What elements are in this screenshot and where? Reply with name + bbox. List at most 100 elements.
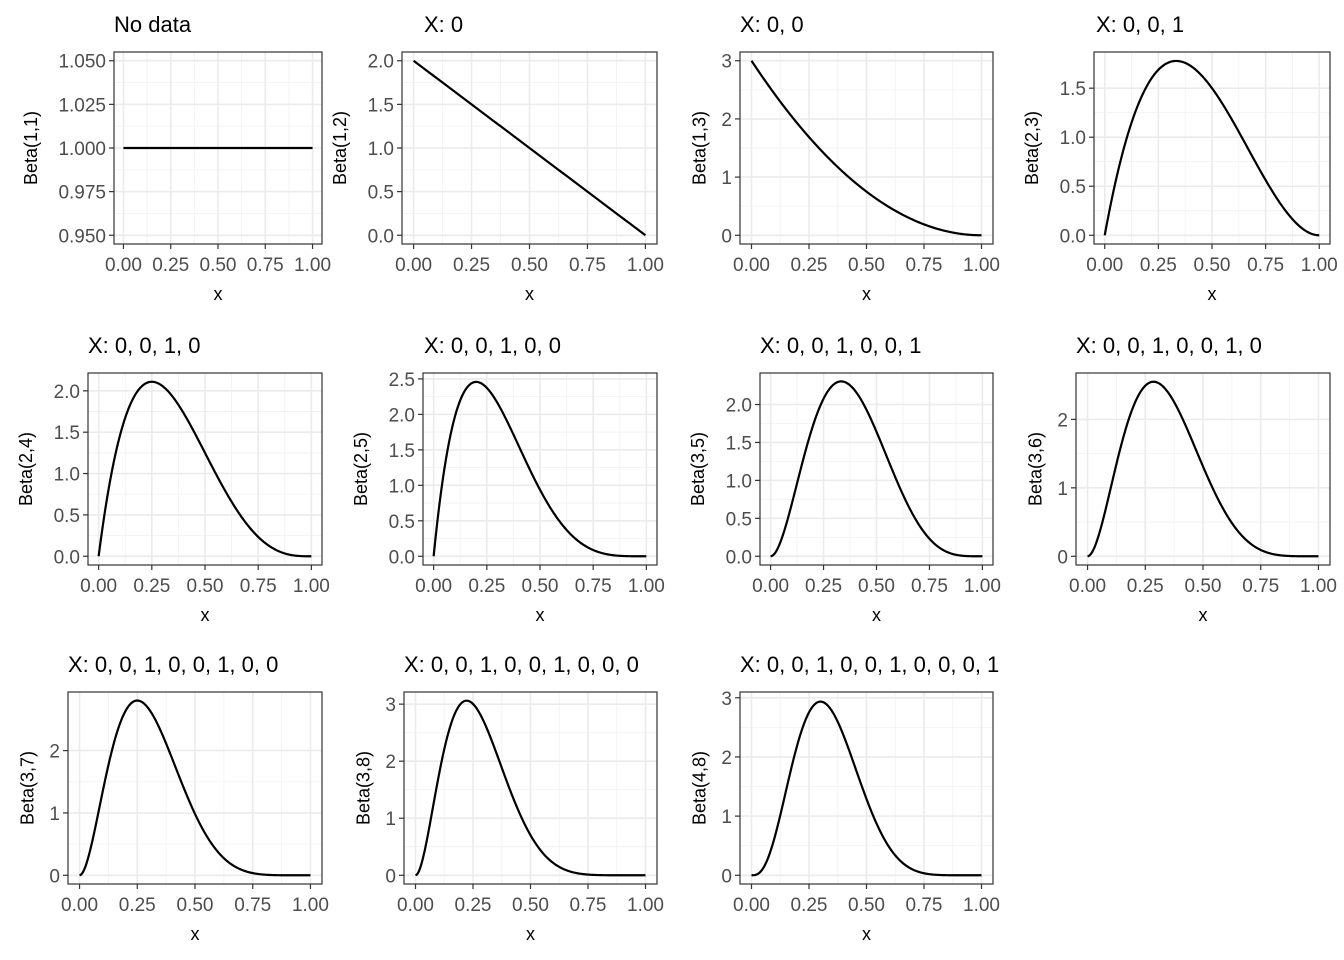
y-tick-label: 1.0	[389, 476, 415, 497]
x-tick-label: 0.50	[200, 255, 237, 276]
x-tick-label: 0.25	[1127, 576, 1164, 597]
y-tick-label: 1.5	[54, 423, 80, 444]
x-tick-label: 0.25	[455, 895, 492, 916]
x-tick-label: 0.00	[733, 255, 770, 276]
x-tick-label: 0.75	[234, 895, 271, 916]
y-tick-label: 1	[721, 807, 732, 828]
x-tick-label: 0.50	[1194, 255, 1231, 276]
beta-density-curve	[97, 380, 312, 558]
panel-title: X: 0, 0, 1	[1096, 12, 1184, 37]
y-tick-label: 0.975	[58, 183, 106, 204]
x-tick-label: 0.50	[187, 576, 224, 597]
x-tick-label: 0.75	[240, 576, 277, 597]
y-axis-title: Beta(2,4)	[16, 432, 36, 506]
y-tick-label: 0.5	[726, 509, 752, 530]
x-axis-title: x	[214, 284, 223, 304]
x-tick-label: 0.75	[911, 576, 948, 597]
panel-title: No data	[114, 12, 192, 37]
x-tick-label: 1.00	[294, 255, 331, 276]
x-tick-label: 0.50	[848, 255, 885, 276]
facet-panel: 0.00 0.25 0.50 0.75 1.00 0 1 2 3 x Beta(3,8) X: 0, …	[353, 652, 664, 944]
panel-title: X: 0	[424, 12, 463, 37]
x-tick-label: 0.25	[805, 576, 842, 597]
x-tick-label: 1.00	[292, 895, 329, 916]
x-axis-title: x	[862, 284, 871, 304]
y-axis-title: Beta(3,6)	[1025, 432, 1045, 506]
x-axis-title: x	[526, 924, 535, 944]
x-tick-label: 1.00	[627, 895, 664, 916]
x-tick-label: 0.50	[512, 895, 549, 916]
facet-panel: 0.00 0.25 0.50 0.75 1.00 0 1 2 x Beta(3,7) X: 0, 0…	[17, 652, 329, 944]
x-tick-label: 1.00	[963, 895, 1000, 916]
facet-panel: 0.00 0.25 0.50 0.75 1.00 0.0 0.5 1.0 1.5 2.0 2.5 x B…	[351, 333, 665, 625]
y-tick-label: 1.5	[726, 433, 752, 454]
x-axis-title: x	[1208, 284, 1217, 304]
panel-title: X: 0, 0, 1, 0, 0, 1, 0, 0, 0	[404, 652, 639, 677]
y-tick-label: 1.0	[1060, 128, 1086, 149]
x-tick-label: 1.00	[293, 576, 330, 597]
beta-density-curve	[751, 700, 982, 877]
x-tick-label: 1.00	[627, 255, 664, 276]
x-axis-title: x	[201, 605, 210, 625]
panel-title: X: 0, 0, 1, 0	[88, 333, 201, 358]
x-axis-title: x	[862, 924, 871, 944]
x-tick-label: 0.25	[133, 576, 170, 597]
y-tick-label: 1	[385, 809, 396, 830]
x-tick-label: 0.25	[119, 895, 156, 916]
facet-panel: 0.00 0.25 0.50 0.75 1.00 0.0 0.5 1.0 1.5 x Beta(2,…	[1022, 12, 1338, 304]
x-tick-label: 1.00	[1300, 576, 1337, 597]
y-tick-label: 0.0	[54, 547, 80, 568]
x-tick-label: 0.75	[906, 895, 943, 916]
facet-panel: 0.00 0.25 0.50 0.75 1.00 0.0 0.5 1.0 1.5 2.0 x Beta…	[330, 12, 664, 304]
y-tick-label: 0.5	[1060, 177, 1086, 198]
x-axis-title: x	[536, 605, 545, 625]
x-tick-label: 1.00	[1301, 255, 1338, 276]
x-tick-label: 0.25	[1140, 255, 1177, 276]
x-tick-label: 0.00	[105, 255, 142, 276]
y-tick-label: 1.5	[368, 95, 394, 116]
y-tick-label: 0.0	[368, 226, 394, 247]
y-tick-label: 2	[1057, 410, 1068, 431]
x-tick-label: 1.00	[963, 255, 1000, 276]
x-tick-label: 0.75	[569, 255, 606, 276]
x-tick-label: 0.50	[1185, 576, 1222, 597]
x-tick-label: 0.75	[1242, 576, 1279, 597]
beta-density-curve	[750, 60, 982, 237]
y-tick-label: 1.0	[726, 471, 752, 492]
y-tick-label: 0.950	[58, 226, 106, 247]
x-tick-label: 0.75	[575, 576, 612, 597]
x-tick-label: 0.50	[858, 576, 895, 597]
x-tick-label: 0.50	[522, 576, 559, 597]
x-tick-label: 0.00	[1086, 255, 1123, 276]
x-axis-title: x	[1199, 605, 1208, 625]
facet-panel: 0.00 0.25 0.50 0.75 1.00 0 1 2 3 x Beta(4,8) X: 0, …	[689, 652, 1000, 944]
y-tick-label: 1	[1057, 479, 1068, 500]
y-tick-label: 1	[721, 168, 732, 189]
x-tick-label: 0.75	[570, 895, 607, 916]
x-tick-label: 0.00	[61, 895, 98, 916]
x-tick-label: 0.25	[468, 576, 505, 597]
y-tick-label: 2	[49, 742, 60, 763]
y-tick-label: 0.5	[389, 512, 415, 533]
y-tick-label: 1.025	[58, 95, 106, 116]
panel-title: X: 0, 0, 1, 0, 0, 1, 0, 0, 0, 1	[740, 652, 999, 677]
y-tick-label: 2.0	[368, 52, 394, 73]
x-tick-label: 0.25	[791, 895, 828, 916]
y-tick-label: 0.0	[726, 547, 752, 568]
x-tick-label: 0.00	[80, 576, 117, 597]
y-tick-label: 1	[49, 804, 60, 825]
beta-density-curve	[1103, 59, 1320, 237]
x-tick-label: 0.50	[848, 895, 885, 916]
y-tick-label: 2.5	[389, 370, 415, 391]
y-tick-label: 0	[721, 226, 732, 247]
x-tick-label: 1.00	[964, 576, 1001, 597]
y-tick-label: 3	[721, 689, 732, 710]
x-axis-title: x	[191, 924, 200, 944]
y-tick-label: 1.0	[54, 465, 80, 486]
y-axis-title: Beta(1,3)	[689, 111, 709, 185]
y-tick-label: 0.5	[368, 183, 394, 204]
x-tick-label: 0.75	[247, 255, 284, 276]
y-tick-label: 2.0	[54, 382, 80, 403]
x-tick-label: 0.75	[1247, 255, 1284, 276]
